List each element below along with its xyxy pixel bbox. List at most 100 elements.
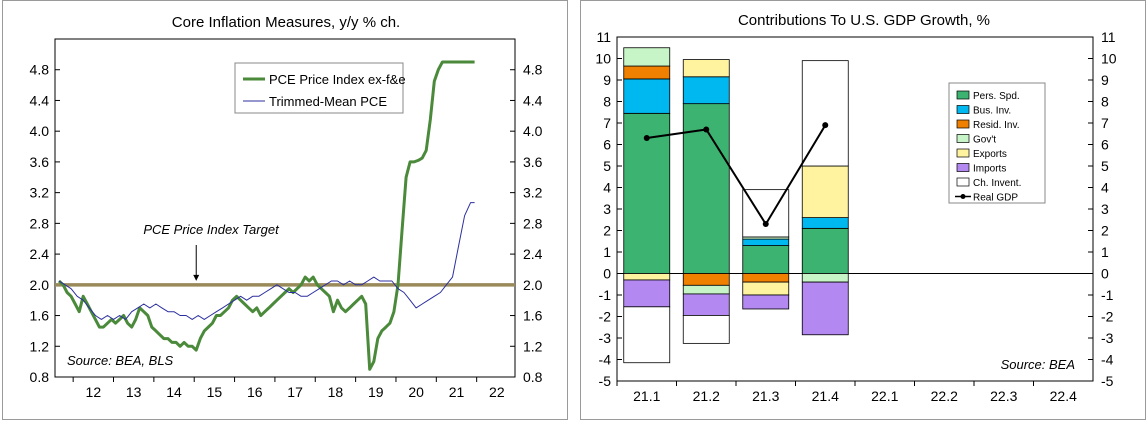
y-tick-label: 2.0 (30, 277, 50, 293)
y2-tick-label: 2.4 (523, 246, 543, 262)
legend-swatch-point (960, 194, 966, 199)
x-tick-label: 22.3 (990, 388, 1017, 404)
bar-segment (742, 281, 790, 296)
y2-tick-label: 4.0 (523, 123, 543, 139)
y-tick-label: 10 (595, 51, 611, 67)
legend-swatch (956, 119, 970, 129)
y-tick-label: 4.4 (30, 92, 50, 108)
series-line-trimmed-mean-pce (58, 202, 475, 320)
y-tick-label: 4.0 (30, 123, 50, 139)
x-tick-label: 21.2 (693, 388, 720, 404)
bar-segment (682, 59, 730, 78)
legend-box (234, 62, 404, 114)
x-tick-label: 17 (287, 384, 303, 400)
legend-swatch (956, 148, 970, 158)
legend-swatch (956, 105, 970, 114)
y2-tick-label: -5 (1101, 373, 1114, 389)
y2-tick-label: 4.8 (523, 62, 543, 78)
y2-tick-label: -1 (1101, 287, 1114, 303)
y-tick-label: 1.6 (30, 308, 50, 324)
y-tick-label: -3 (599, 330, 612, 346)
real-gdp-point (822, 122, 829, 129)
source-note: Source: BEA, BLS (67, 353, 174, 368)
y2-tick-label: 0 (1101, 266, 1109, 282)
legend: Pers. Spd. Bus. Inv. Resid. Inv. Gov't Expor… (948, 82, 1046, 204)
y2-tick-label: 9 (1101, 72, 1109, 88)
legend-swatch (956, 90, 970, 100)
real-gdp-point (643, 135, 650, 142)
y2-tick-label: 3 (1101, 201, 1109, 217)
y-tick-label: -4 (599, 352, 612, 368)
y2-tick-label: 10 (1101, 51, 1117, 67)
y-tick-label: 7 (603, 115, 611, 131)
y-tick-label: -5 (599, 373, 612, 389)
y2-tick-label: 8 (1101, 94, 1109, 110)
x-tick-label: 21.3 (752, 388, 779, 404)
x-tick-label: 18 (328, 384, 344, 400)
y2-tick-label: 7 (1101, 115, 1109, 131)
y-tick-label: 3.2 (30, 185, 50, 201)
inflation-chart-panel: Core Inflation Measures, y/y % ch. 0.8 0.8… (2, 0, 568, 420)
bar-segment (742, 294, 790, 310)
x-tick-label: 21.1 (633, 388, 660, 404)
legend-label: Ch. Invent. (973, 178, 1021, 189)
legend-label: Resid. Inv. (973, 120, 1020, 131)
bar-segment (623, 306, 671, 364)
gdp-chart-panel: Contributions To U.S. GDP Growth, % -5 -5 -… (580, 0, 1146, 420)
legend-swatch (956, 134, 970, 143)
y2-tick-label: 1 (1101, 244, 1109, 260)
y-tick-label: 2 (603, 223, 611, 239)
bar-segment (623, 279, 671, 308)
y-tick-label: 2.4 (30, 246, 50, 262)
y-tick-label: 5 (603, 158, 611, 174)
inflation-chart: Core Inflation Measures, y/y % ch. 0.8 0.8… (30, 14, 543, 400)
y2-tick-label: 0.8 (523, 369, 543, 385)
y2-tick-label: 11 (1101, 29, 1116, 45)
y-tick-label: 4.8 (30, 62, 50, 78)
x-tick-label: 12 (86, 384, 102, 400)
x-tick-label: 16 (247, 384, 263, 400)
x-tick-label: 20 (408, 384, 424, 400)
legend-swatch (956, 177, 970, 187)
legend-label: Gov't (973, 135, 996, 146)
x-tick-label: 21.4 (812, 388, 839, 404)
y-tick-label: 8 (603, 94, 611, 110)
y2-tick-label: 3.2 (523, 185, 543, 201)
source-note: Source: BEA (1001, 357, 1075, 372)
bar-segment (801, 217, 849, 229)
chart-title: Contributions To U.S. GDP Growth, % (738, 12, 990, 29)
bar-segment (801, 227, 849, 274)
y-tick-label: 4 (603, 180, 611, 196)
y2-tick-label: 1.6 (523, 308, 543, 324)
x-tick-label: 22.1 (871, 388, 898, 404)
y2-tick-label: -3 (1101, 330, 1114, 346)
bar-segment (801, 60, 849, 167)
bar-segment (682, 284, 730, 295)
bar-segment (742, 245, 790, 274)
y-tick-label: 3 (603, 201, 611, 217)
y-tick-label: 9 (603, 72, 611, 88)
bar-segment (682, 315, 730, 344)
y2-tick-label: 2 (1101, 223, 1109, 239)
legend-label: PCE Price Index ex-f&e (269, 72, 406, 87)
y2-tick-label: 6 (1101, 137, 1109, 153)
legend-swatch (956, 163, 970, 172)
y-tick-label: -2 (599, 309, 612, 325)
y2-tick-label: 1.2 (523, 338, 543, 354)
legend-label: Bus. Inv. (973, 106, 1011, 117)
legend-label: Imports (973, 164, 1006, 175)
y-tick-label: 3.6 (30, 154, 50, 170)
y-tick-label: 2.8 (30, 215, 50, 231)
x-tick-label: 13 (126, 384, 142, 400)
target-label: PCE Price Index Target (143, 222, 280, 237)
bar-segment (623, 273, 671, 281)
x-tick-label: 22.4 (1050, 388, 1077, 404)
y-tick-label: 0 (603, 266, 611, 282)
y2-tick-label: 3.6 (523, 154, 543, 170)
bar-segment (801, 281, 849, 336)
x-tick-label: 14 (166, 384, 182, 400)
legend-label: Pers. Spd. (973, 91, 1020, 102)
x-tick-label: 21 (449, 384, 465, 400)
real-gdp-point (762, 221, 769, 228)
x-tick-label: 22.2 (931, 388, 958, 404)
